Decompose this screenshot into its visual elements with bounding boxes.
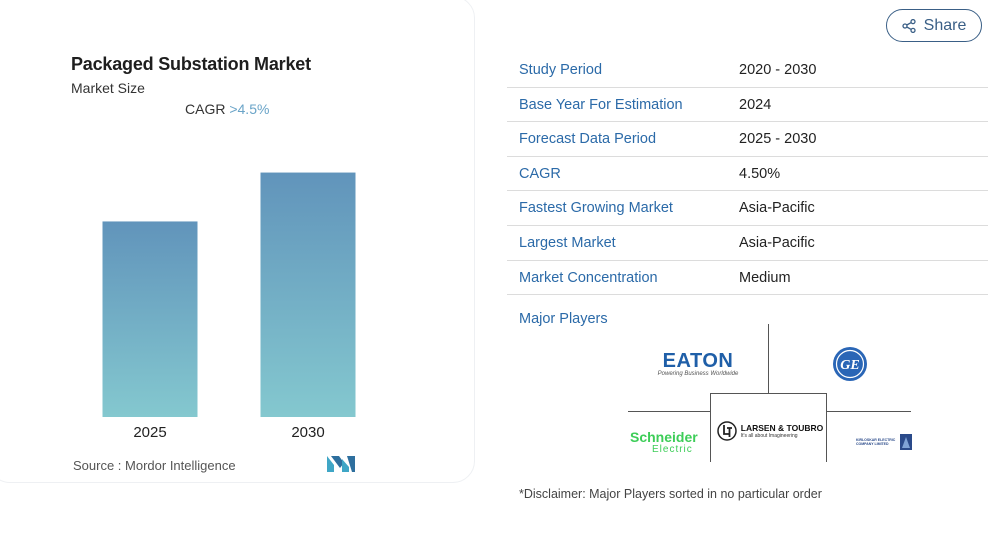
share-button[interactable]: Share [886, 9, 982, 42]
info-row-concentration: Market Concentration Medium [507, 261, 988, 296]
info-label: Market Concentration [519, 269, 658, 286]
info-value: 2024 [739, 96, 772, 113]
cagr-label: CAGR >4.5% [185, 101, 269, 117]
kirloskar-logo-text: KIRLOSKAR ELECTRIC COMPANY LIMITED [856, 438, 896, 446]
info-row-cagr: CAGR 4.50% [507, 157, 988, 192]
x-tick-label: 2025 [133, 424, 166, 441]
info-row-largest-market: Largest Market Asia-Pacific [507, 226, 988, 261]
share-label: Share [923, 16, 967, 34]
cagr-value: >4.5% [229, 101, 270, 117]
eaton-logo-tagline: Powering Business Worldwide [657, 371, 739, 377]
kirloskar-emblem-icon [900, 434, 912, 450]
lt-logo-tagline: It's all about Imagineering [740, 433, 798, 439]
info-row-base-year: Base Year For Estimation 2024 [507, 88, 988, 123]
info-value: Asia-Pacific [739, 200, 815, 217]
major-players-title: Major Players [519, 311, 608, 327]
lt-logo-text-block: LARSEN & TOUBRO It's all about Imagineer… [741, 423, 824, 439]
divider [768, 324, 769, 393]
chart-subtitle: Market Size [71, 80, 145, 96]
info-value: 2020 - 2030 [739, 62, 817, 78]
ge-logo: GE [831, 346, 869, 382]
info-label: Fastest Growing Market [519, 200, 673, 217]
chart-title: Packaged Substation Market [71, 54, 311, 74]
info-value: 4.50% [739, 165, 781, 182]
bar-2030 [260, 172, 356, 417]
share-icon [901, 18, 916, 33]
info-row-study-period: Study Period 2020 - 2030 [507, 53, 988, 88]
divider [628, 411, 710, 412]
schneider-logo: Schneider Electric [630, 428, 708, 456]
chart-source: Source : Mordor Intelligence [73, 458, 236, 473]
market-info-table: Study Period 2020 - 2030 Base Year For E… [507, 53, 988, 296]
bar-2025 [102, 221, 198, 417]
lt-logo-text: LARSEN & TOUBRO [740, 423, 824, 433]
schneider-logo-text: Schneider [630, 428, 698, 445]
market-size-card [0, 0, 475, 483]
lt-logo-frame [710, 393, 827, 462]
info-label: CAGR [519, 165, 561, 182]
info-label: Study Period [519, 62, 603, 78]
major-players-grid: EATON Powering Business Worldwide GE Sch… [628, 322, 913, 462]
x-tick-label: 2030 [291, 424, 324, 441]
mordor-intelligence-logo [327, 456, 355, 472]
info-value: 2025 - 2030 [739, 131, 817, 148]
bar-chart: 2025 2030 [102, 172, 356, 441]
info-label: Base Year For Estimation [519, 96, 683, 113]
eaton-logo-text: EATON [662, 350, 734, 372]
schneider-logo-tagline: Electric [652, 443, 693, 455]
ge-logo-text: GE [840, 358, 859, 373]
ge-emblem-icon: GE [833, 347, 867, 381]
lt-logo: LARSEN & TOUBRO It's all about Imagineer… [716, 414, 824, 448]
lt-emblem-icon [717, 421, 737, 441]
info-value: Medium [739, 269, 791, 286]
cagr-text: CAGR [185, 101, 226, 117]
eaton-logo: EATON Powering Business Worldwide [648, 346, 748, 382]
info-label: Forecast Data Period [519, 131, 657, 148]
info-row-forecast-period: Forecast Data Period 2025 - 2030 [507, 122, 988, 157]
kirloskar-logo: KIRLOSKAR ELECTRIC COMPANY LIMITED [856, 432, 912, 452]
info-value: Asia-Pacific [739, 234, 815, 251]
info-label: Largest Market [519, 234, 616, 251]
info-row-fastest-growing: Fastest Growing Market Asia-Pacific [507, 191, 988, 226]
divider [826, 411, 911, 412]
disclaimer: *Disclaimer: Major Players sorted in no … [519, 487, 822, 501]
